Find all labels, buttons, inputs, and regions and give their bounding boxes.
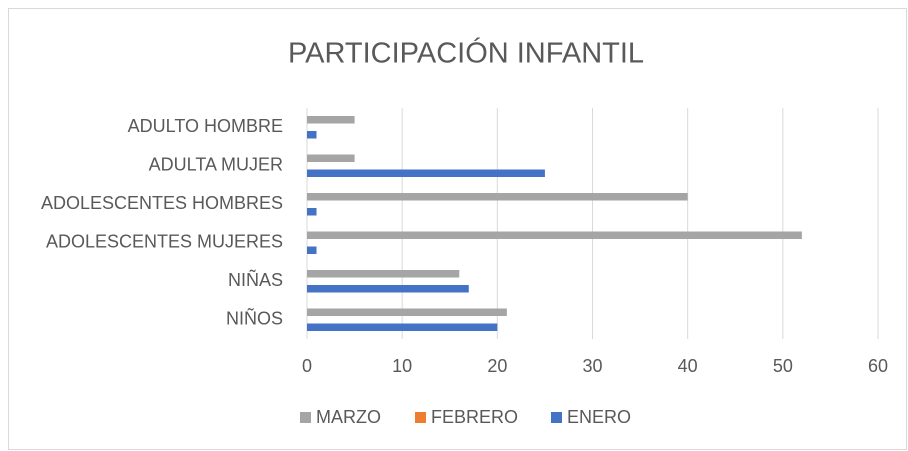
legend-label: ENERO bbox=[567, 407, 631, 427]
bar bbox=[307, 131, 317, 139]
bar bbox=[307, 154, 355, 162]
x-tick-label: 60 bbox=[868, 356, 888, 376]
y-tick-label: ADOLESCENTES HOMBRES bbox=[41, 193, 283, 213]
y-tick-label: ADULTO HOMBRE bbox=[128, 116, 283, 136]
x-tick-label: 20 bbox=[487, 356, 507, 376]
y-tick-label: ADOLESCENTES MUJERES bbox=[46, 232, 283, 252]
legend-swatch bbox=[415, 412, 426, 423]
bar bbox=[307, 193, 688, 201]
bar bbox=[307, 116, 355, 124]
bar bbox=[307, 323, 498, 331]
chart-title: PARTICIPACIÓN INFANTIL bbox=[288, 37, 644, 70]
chart-frame bbox=[8, 8, 907, 450]
x-tick-label: 40 bbox=[678, 356, 698, 376]
x-tick-label: 50 bbox=[773, 356, 793, 376]
bar bbox=[307, 308, 507, 316]
legend-swatch bbox=[551, 412, 562, 423]
bar bbox=[307, 169, 545, 177]
bar bbox=[307, 270, 460, 278]
bar bbox=[307, 285, 469, 293]
y-tick-label: ADULTA MUJER bbox=[149, 155, 283, 175]
bar bbox=[307, 231, 802, 239]
legend-swatch bbox=[300, 412, 311, 423]
legend-label: FEBRERO bbox=[431, 407, 518, 427]
bar bbox=[307, 246, 317, 254]
x-tick-label: 0 bbox=[302, 356, 312, 376]
x-tick-label: 10 bbox=[392, 356, 412, 376]
y-tick-label: NIÑAS bbox=[228, 269, 283, 290]
x-tick-label: 30 bbox=[582, 356, 602, 376]
bar bbox=[307, 208, 317, 216]
legend-label: MARZO bbox=[316, 407, 381, 427]
y-tick-label: NIÑOS bbox=[226, 308, 283, 329]
